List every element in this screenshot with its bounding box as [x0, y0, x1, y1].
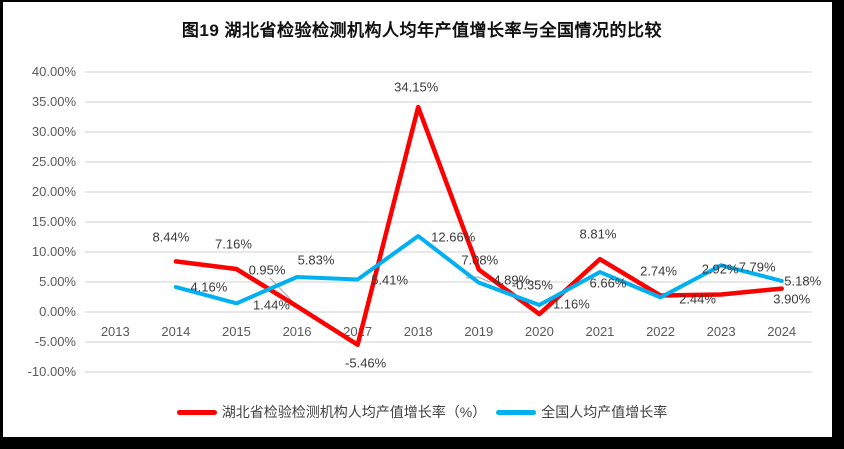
legend-swatch-national-line: [496, 409, 537, 415]
y-axis-tick: 0.00%: [39, 304, 76, 319]
legend-label-hubei: 湖北省检验检测机构人均产值增长率（%）: [221, 404, 487, 420]
y-axis-tick: 40.00%: [31, 64, 76, 79]
x-axis-tick: 2019: [464, 324, 494, 339]
x-axis-tick: 2024: [767, 324, 797, 339]
x-axis-tick: 2015: [221, 324, 251, 339]
x-axis-tick: 2013: [100, 324, 130, 339]
legend-item-national: 全国人均产值增长率: [496, 402, 667, 422]
y-axis-tick: 15.00%: [31, 214, 76, 229]
x-axis-tick: 2018: [403, 324, 433, 339]
legend: 湖北省检验检测机构人均产值增长率（%） 全国人均产值增长率: [0, 401, 844, 423]
x-axis-tick: 2023: [706, 324, 736, 339]
y-axis-tick: 35.00%: [31, 94, 76, 109]
x-axis-tick: 2020: [524, 324, 554, 339]
chart-title: 图19 湖北省检验检测机构人均年产值增长率与全国情况的比较: [181, 21, 663, 40]
y-axis-tick: 25.00%: [31, 154, 76, 169]
x-axis-tick: 2014: [161, 324, 191, 339]
y-axis-tick: 10.00%: [31, 244, 76, 259]
legend-label-national: 全国人均产值增长率: [541, 404, 668, 420]
y-axis-tick: 5.00%: [39, 274, 76, 289]
y-axis-tick: -10.00%: [27, 364, 76, 379]
legend-item-hubei: 湖北省检验检测机构人均产值增长率（%）: [176, 402, 487, 422]
x-axis-tick: 2016: [282, 324, 312, 339]
y-axis-tick: 20.00%: [31, 184, 76, 199]
legend-swatch-hubei-line: [176, 409, 217, 415]
y-axis-tick: -5.00%: [34, 334, 76, 349]
x-axis-tick: 2021: [585, 324, 615, 339]
y-axis-tick: 30.00%: [31, 124, 76, 139]
x-axis-tick: 2022: [646, 324, 675, 339]
x-axis-tick: 2017: [343, 324, 373, 339]
